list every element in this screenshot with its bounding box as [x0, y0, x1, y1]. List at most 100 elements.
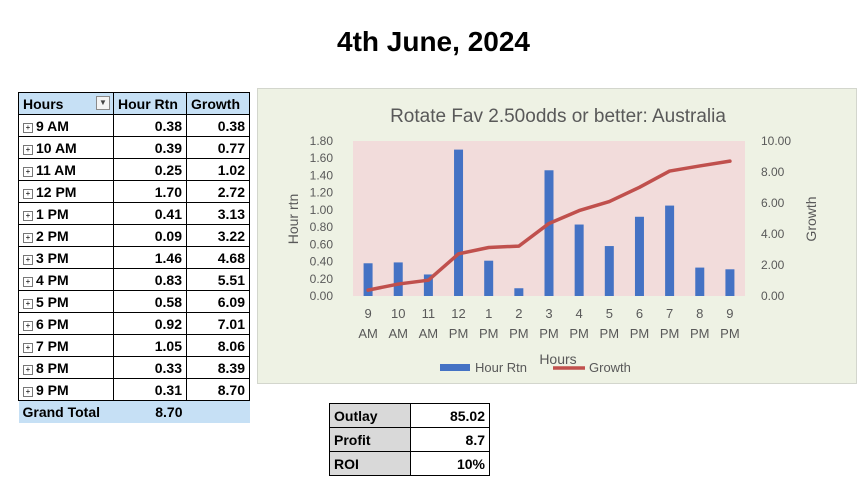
legend-label-hour-rtn: Hour Rtn: [475, 360, 527, 375]
growth-cell: 1.02: [186, 158, 250, 181]
table-row: +1 PM 0.41 3.13: [18, 202, 250, 225]
hour-label: 2 PM: [36, 227, 69, 244]
hour-rtn-cell: 0.41: [113, 202, 187, 225]
chart-svg: Rotate Fav 2.50odds or better: Australia…: [285, 106, 819, 375]
table-row: +5 PM 0.58 6.09: [18, 290, 250, 313]
growth-cell: 0.38: [186, 114, 250, 137]
x-tick-label: PM: [630, 326, 650, 341]
hour-cell[interactable]: +2 PM: [18, 224, 114, 247]
growth-point: [547, 221, 551, 225]
bar: [514, 288, 524, 296]
y-tick-label: 0.40: [310, 255, 334, 269]
page-title: 4th June, 2024: [337, 26, 530, 57]
growth-cell: 6.09: [186, 290, 250, 313]
hour-rtn-cell: 1.70: [113, 180, 187, 203]
expand-icon[interactable]: +: [23, 166, 33, 177]
hour-label: 1 PM: [36, 205, 69, 222]
hour-cell[interactable]: +9 PM: [18, 378, 114, 401]
hours-header[interactable]: Hours ▼: [18, 92, 114, 115]
hour-label: 3 PM: [36, 249, 69, 266]
hour-label: 10 AM: [36, 139, 77, 156]
x-tick-label: PM: [660, 326, 680, 341]
bar: [604, 246, 614, 296]
growth-cell: 0.77: [186, 136, 250, 159]
growth-point: [396, 282, 400, 286]
hour-label: 9 PM: [36, 381, 69, 398]
hour-cell[interactable]: +7 PM: [18, 334, 114, 357]
hour-cell[interactable]: +11 AM: [18, 158, 114, 181]
hour-label: 8 PM: [36, 359, 69, 376]
table-row: +4 PM 0.83 5.51: [18, 268, 250, 291]
hour-cell[interactable]: +6 PM: [18, 312, 114, 335]
growth-cell: 2.72: [186, 180, 250, 203]
growth-point: [517, 244, 521, 248]
hour-cell[interactable]: +4 PM: [18, 268, 114, 291]
expand-icon[interactable]: +: [23, 386, 33, 397]
hour-rtn-cell: 0.31: [113, 378, 187, 401]
y-tick-label: 1.20: [310, 186, 334, 200]
hour-cell[interactable]: +10 AM: [18, 136, 114, 159]
y2-axis-title: Growth: [803, 196, 819, 241]
x-tick-label: AM: [388, 326, 408, 341]
hour-label: 7 PM: [36, 337, 69, 354]
x-tick-label: AM: [358, 326, 378, 341]
pivot-table: Hours ▼ Hour Rtn Growth +9 AM 0.38 0.38 +10…: [18, 92, 250, 423]
roi-label: ROI: [329, 451, 411, 476]
x-tick-label: 3: [545, 306, 552, 321]
bar: [393, 262, 403, 296]
expand-icon[interactable]: +: [23, 210, 33, 221]
roi-label: Profit: [329, 427, 411, 452]
expand-icon[interactable]: +: [23, 276, 33, 287]
x-tick-label: 9: [364, 306, 371, 321]
expand-icon[interactable]: +: [23, 342, 33, 353]
hour-cell[interactable]: +3 PM: [18, 246, 114, 269]
expand-icon[interactable]: +: [23, 144, 33, 155]
hour-cell[interactable]: +5 PM: [18, 290, 114, 313]
y2-tick-label: 6.00: [761, 196, 785, 210]
expand-icon[interactable]: +: [23, 364, 33, 375]
hours-header-label: Hours: [23, 95, 64, 112]
expand-icon[interactable]: +: [23, 122, 33, 133]
hour-cell[interactable]: +9 AM: [18, 114, 114, 137]
bar: [454, 149, 464, 296]
x-tick-label: 11: [422, 306, 436, 321]
roi-row: Profit 8.7: [329, 427, 490, 452]
filter-dropdown-icon[interactable]: ▼: [96, 96, 110, 110]
hour-rtn-cell: 1.46: [113, 246, 187, 269]
x-tick-label: 1: [485, 306, 492, 321]
x-tick-label: PM: [539, 326, 559, 341]
x-tick-label: PM: [690, 326, 710, 341]
grand-total-empty: [186, 400, 250, 423]
y-tick-label: 0.80: [310, 220, 334, 234]
expand-icon[interactable]: +: [23, 298, 33, 309]
growth-point: [607, 200, 611, 204]
y2-tick-label: 8.00: [761, 165, 785, 179]
x-tick-label: AM: [419, 326, 439, 341]
expand-icon[interactable]: +: [23, 232, 33, 243]
hour-rtn-cell: 0.09: [113, 224, 187, 247]
hour-cell[interactable]: +8 PM: [18, 356, 114, 379]
hour-cell[interactable]: +12 PM: [18, 180, 114, 203]
hour-label: 12 PM: [36, 183, 77, 200]
roi-value: 10%: [410, 451, 490, 476]
x-tick-label: 6: [636, 306, 643, 321]
x-tick-label: 7: [666, 306, 673, 321]
combo-chart: Rotate Fav 2.50odds or better: Australia…: [257, 88, 857, 384]
hour-rtn-cell: 1.05: [113, 334, 187, 357]
x-tick-label: 5: [606, 306, 613, 321]
bar: [544, 170, 554, 296]
hour-cell[interactable]: +1 PM: [18, 202, 114, 225]
x-tick-label: PM: [720, 326, 740, 341]
expand-icon[interactable]: +: [23, 188, 33, 199]
growth-point: [487, 245, 491, 249]
table-row: +10 AM 0.39 0.77: [18, 136, 250, 159]
expand-icon[interactable]: +: [23, 320, 33, 331]
hour-label: 11 AM: [36, 161, 76, 178]
y-tick-label: 0.60: [310, 237, 334, 251]
hour-rtn-cell: 0.83: [113, 268, 187, 291]
table-row: +2 PM 0.09 3.22: [18, 224, 250, 247]
expand-icon[interactable]: +: [23, 254, 33, 265]
hour-rtn-cell: 0.38: [113, 114, 187, 137]
x-tick-label: 9: [726, 306, 733, 321]
hour-rtn-cell: 0.92: [113, 312, 187, 335]
